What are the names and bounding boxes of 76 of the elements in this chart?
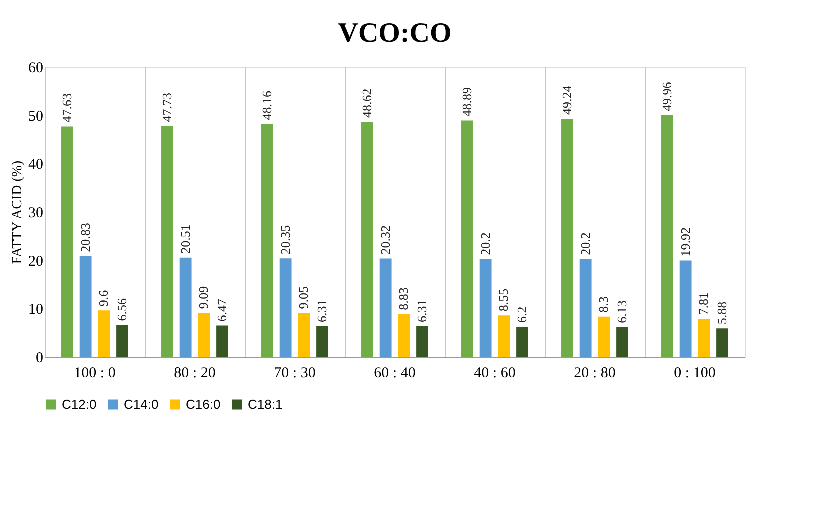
bar [162, 126, 174, 357]
x-tick-label: 20 : 80 [574, 366, 616, 382]
chart-title: VCO:CO [338, 18, 452, 49]
bar [362, 122, 374, 357]
bar [698, 319, 710, 357]
data-label: 6.31 [414, 300, 430, 322]
x-tick-label: 0 : 100 [674, 366, 716, 382]
bar [280, 258, 292, 357]
y-tick-label: 30 [28, 206, 44, 222]
bar [616, 327, 628, 357]
data-label: 47.63 [59, 94, 74, 123]
legend-label: C12:0 [62, 396, 97, 412]
y-tick-label: 40 [28, 157, 44, 174]
y-axis-title: FATTY ACID (%) [10, 160, 26, 264]
bar [680, 260, 692, 357]
data-label: 6.13 [614, 300, 630, 324]
data-label: 6.56 [114, 298, 130, 322]
data-label: 7.81 [696, 292, 712, 316]
bar [116, 325, 128, 357]
legend-label: C18:1 [248, 396, 283, 412]
bar [398, 314, 410, 357]
bar [216, 326, 228, 357]
data-label: 8.83 [396, 288, 412, 310]
legend-label: C16:0 [186, 396, 221, 412]
bar [80, 256, 92, 357]
x-tick-label: 80 : 20 [174, 366, 216, 382]
data-label: 8.55 [496, 288, 512, 312]
data-label: 49.24 [559, 85, 574, 116]
data-label: 20.35 [278, 225, 293, 255]
bar [62, 126, 74, 357]
bar [316, 326, 328, 357]
data-label: 20.2 [478, 232, 493, 256]
bar [462, 120, 474, 357]
x-tick-label: 60 : 40 [374, 366, 416, 382]
data-label: 48.16 [259, 90, 274, 120]
data-label: 19.92 [678, 227, 693, 257]
bar [580, 259, 592, 357]
y-tick-label: 0 [36, 350, 44, 366]
bar [298, 313, 310, 357]
data-label: 6.2 [514, 306, 530, 324]
bar [262, 124, 274, 357]
bar [598, 316, 610, 357]
bar [198, 313, 210, 357]
y-tick-label: 20 [28, 254, 44, 270]
data-label: 6.47 [214, 298, 230, 322]
bar [180, 258, 192, 357]
data-label: 5.88 [714, 302, 730, 325]
data-label: 9.05 [296, 286, 312, 310]
x-tick-label: 40 : 60 [474, 366, 516, 382]
data-label: 20.32 [378, 226, 393, 255]
bar [98, 310, 110, 357]
data-label: 48.62 [359, 88, 374, 118]
legend-label: C14:0 [124, 396, 159, 412]
y-tick-label: 10 [28, 302, 44, 318]
data-label: 48.89 [459, 87, 474, 117]
data-label: 8.3 [596, 296, 612, 313]
data-label: 20.2 [578, 232, 593, 256]
data-label: 49.96 [659, 82, 674, 112]
bar [380, 258, 392, 357]
bar [662, 116, 674, 357]
data-label: 9.09 [196, 286, 212, 310]
bar [516, 327, 528, 357]
y-tick-label: 50 [28, 108, 44, 125]
data-label: 47.73 [159, 93, 174, 122]
bar [498, 316, 510, 357]
data-label: 9.6 [96, 290, 112, 307]
data-label: 6.31 [314, 300, 330, 322]
bar [480, 259, 492, 357]
y-tick-label: 60 [28, 60, 44, 76]
data-label: 20.51 [178, 224, 193, 254]
bar [716, 328, 728, 357]
x-tick-label: 100 : 0 [74, 366, 116, 382]
bar [562, 119, 574, 357]
data-label: 20.83 [78, 223, 93, 252]
bar [416, 326, 428, 357]
x-tick-label: 70 : 30 [274, 366, 316, 382]
